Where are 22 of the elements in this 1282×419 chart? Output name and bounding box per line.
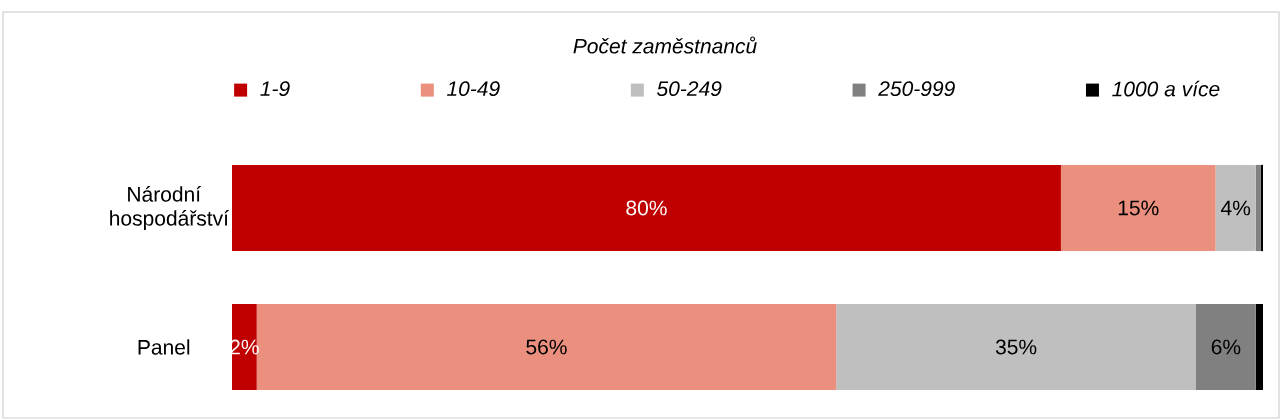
bar <box>836 304 1196 391</box>
data-label: 35% <box>995 339 1037 355</box>
data-label: 80% <box>626 200 667 216</box>
y-tick-label: Panel <box>138 339 190 355</box>
bar <box>1215 165 1256 252</box>
legend-label: 250-999 <box>878 81 955 97</box>
bar <box>1196 304 1256 391</box>
bar <box>1255 304 1264 391</box>
data-label: 56% <box>526 339 567 355</box>
y-tick-label: Národní hospodářství <box>110 186 229 231</box>
data-label: 6% <box>1211 339 1241 355</box>
legend-label: 1-9 <box>260 81 290 97</box>
legend-title: Počet zaměstnanců <box>573 36 757 54</box>
bar <box>1255 165 1261 252</box>
legend-label: 50-249 <box>656 81 722 97</box>
legend-label: 1000 a více <box>1112 80 1220 97</box>
bar <box>1060 165 1216 252</box>
data-label: 15% <box>1118 200 1159 216</box>
data-label: 4% <box>1221 200 1251 216</box>
bar <box>232 165 1061 252</box>
bar <box>1260 165 1264 252</box>
legend-label: 10-49 <box>447 81 500 97</box>
